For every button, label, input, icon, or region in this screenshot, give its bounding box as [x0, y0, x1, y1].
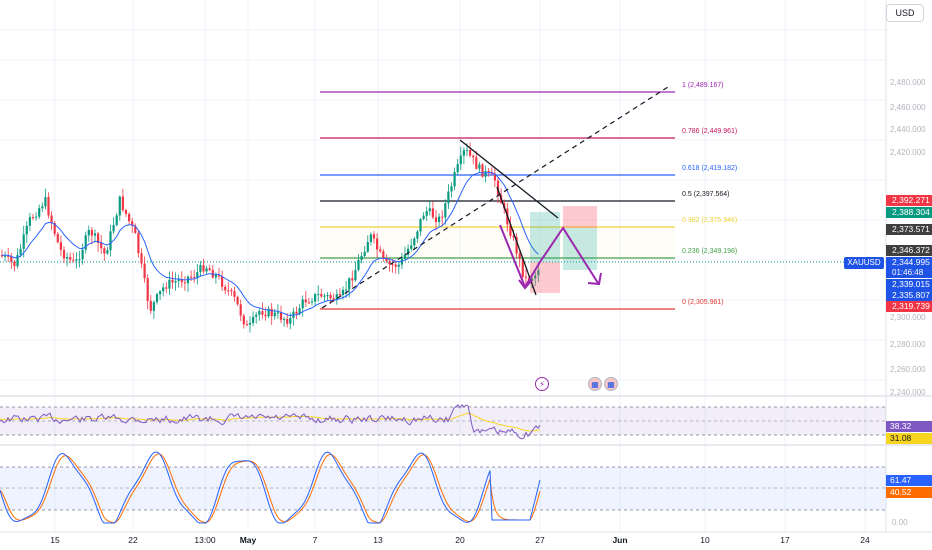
- rsi-ma-badge: 31.08: [886, 433, 932, 444]
- fib-label: 0.236 (2,349.198): [682, 248, 738, 255]
- price-axis-label: 2,300.000: [890, 313, 926, 322]
- long-position-stop-zone[interactable]: [530, 262, 560, 293]
- fib-label: 0.5 (2,397.564): [682, 191, 730, 198]
- time-axis-label: 24: [860, 535, 870, 545]
- rsi-line: [0, 404, 541, 440]
- grid: [0, 0, 886, 532]
- price-axis-label: 2,440.000: [890, 125, 926, 134]
- stoch-band: [0, 467, 886, 510]
- lightning-event-icon[interactable]: ⚡: [535, 377, 549, 391]
- stoch-d-badge: 40.52: [886, 487, 932, 498]
- fib-label: 0.618 (2,419.182): [682, 165, 738, 172]
- time-axis-label: 10: [700, 535, 710, 545]
- price-axis-label: 2,240.000: [890, 388, 926, 397]
- price-axis-label: 2,460.000: [890, 103, 926, 112]
- candlestick-series: [0, 142, 540, 333]
- badge-2319: 2,319.739: [886, 301, 932, 312]
- symbol-badge: XAUUSD: [844, 257, 884, 269]
- badge-2392: 2,392.271: [886, 195, 932, 206]
- stoch-k-badge: 61.47: [886, 475, 932, 486]
- time-axis-label: 13: [373, 535, 383, 545]
- short-position-stop-zone[interactable]: [563, 206, 597, 228]
- badge-2344: 2,344.995: [886, 257, 932, 268]
- stoch-k-line: [0, 451, 541, 524]
- fib-label: 1 (2,489.167): [682, 82, 724, 89]
- rsi-value-badge: 38.32: [886, 421, 932, 432]
- badge-2373: 2,373.571: [886, 224, 932, 235]
- fib-label: 0.382 (2,375.946): [682, 217, 738, 224]
- time-axis-label: 15: [50, 535, 60, 545]
- moving-average-line: [1, 171, 539, 317]
- trend-line-2[interactable]: [496, 186, 537, 296]
- price-axis-label: 2,420.000: [890, 148, 926, 157]
- price-axis-label: 2,260.000: [890, 365, 926, 374]
- price-axis-label: 2,280.000: [890, 340, 926, 349]
- fib-label: 0.786 (2,449.961): [682, 128, 738, 135]
- trend-line-1[interactable]: [459, 139, 559, 219]
- time-axis-label: Jun: [612, 535, 628, 545]
- time-axis-label: 27: [535, 535, 545, 545]
- currency-button[interactable]: USD: [886, 4, 924, 22]
- projection-arrow-head: [587, 272, 602, 286]
- fib-label: 0 (2,305.961): [682, 299, 724, 306]
- us-flag-event-icon[interactable]: ▦: [588, 377, 602, 391]
- stoch-axis-label: 0.00: [892, 518, 908, 527]
- bar-countdown: 01:46:48: [886, 267, 932, 278]
- badge-2388: 2,388.304: [886, 207, 932, 218]
- stoch-d-line: [0, 453, 541, 524]
- projection-arrow-head-2: [518, 279, 533, 290]
- fibonacci-retracement[interactable]: [320, 91, 675, 310]
- time-axis-label: 20: [455, 535, 465, 545]
- badge-2346: 2,346.372: [886, 245, 932, 256]
- projection-path[interactable]: [499, 224, 599, 290]
- time-axis-label: 13:00: [194, 535, 216, 545]
- badge-2339: 2,339.015: [886, 279, 932, 290]
- short-position-target-zone[interactable]: [563, 228, 597, 270]
- time-axis-label: 7: [312, 535, 318, 545]
- time-axis-label: 17: [780, 535, 790, 545]
- time-axis-label: 22: [128, 535, 138, 545]
- dashed-trend-line[interactable]: [321, 86, 669, 309]
- rsi-ma-line: [0, 412, 541, 432]
- us-flag-event-icon-2[interactable]: ▦: [604, 377, 618, 391]
- badge-2335: 2,335.807: [886, 290, 932, 301]
- price-axis-label: 2,480.000: [890, 78, 926, 87]
- time-axis-label: May: [239, 535, 257, 545]
